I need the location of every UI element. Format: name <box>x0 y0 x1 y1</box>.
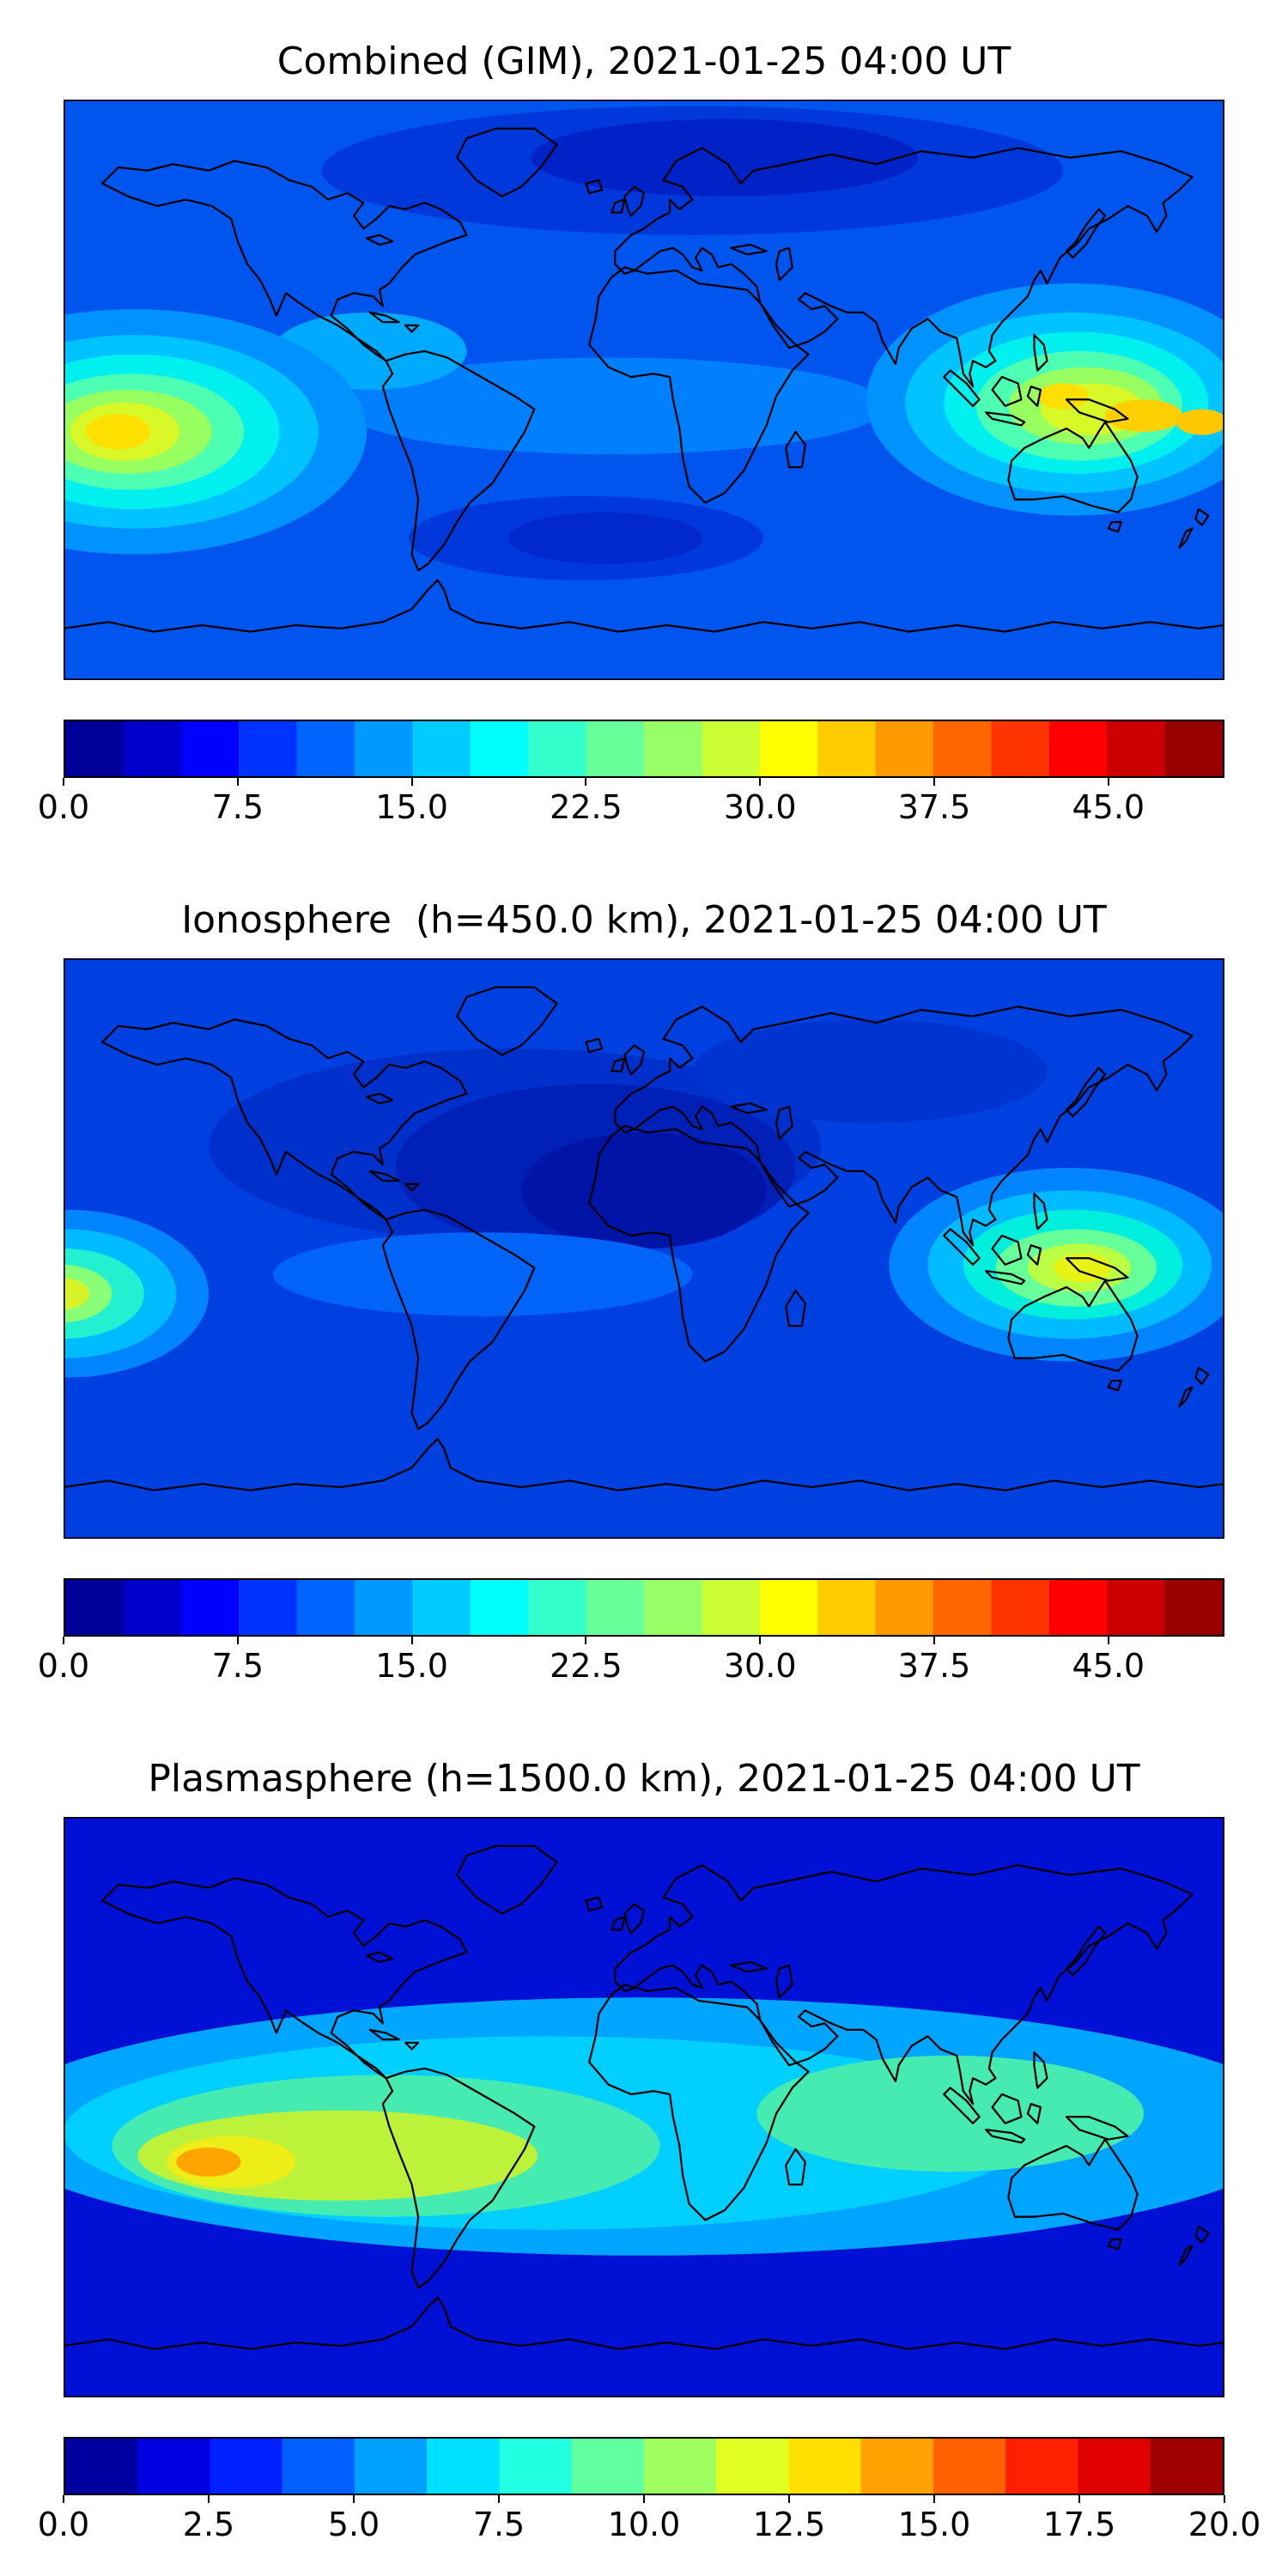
colorbar-tick-label: 12.5 <box>752 2505 826 2543</box>
colorbar-ticks: 0.0 7.5 15.0 22.5 30.0 37.5 45.0 <box>38 1636 1224 1692</box>
colorbar-tick-mark <box>353 2494 355 2503</box>
panel-title: Ionosphere (h=450.0 km), 2021-01-25 04:0… <box>181 898 1107 942</box>
colorbar-tick-label: 15.0 <box>375 1646 448 1685</box>
panel-plasmasphere: Plasmasphere (h=1500.0 km), 2021-01-25 0… <box>0 1717 1288 2576</box>
world-map-combined <box>64 99 1224 680</box>
contour-band-equatorial-band <box>273 1232 693 1316</box>
colorbar-tick-label: 37.5 <box>897 787 971 826</box>
colorbar-tick-label: 30.0 <box>723 787 797 826</box>
colorbar-tick-label: 22.5 <box>550 787 623 826</box>
colorbar-tick-mark <box>933 2494 935 2503</box>
contour-band-east-pacific-hotspot-core <box>86 414 151 450</box>
colorbar-tick-label: 0.0 <box>37 1646 90 1685</box>
panel-title: Combined (GIM), 2021-01-25 04:00 UT <box>276 39 1012 83</box>
colorbar-tick-mark <box>1107 777 1109 786</box>
colorbar-tick-mark <box>1078 2494 1080 2503</box>
colorbar-tick-mark <box>759 777 762 786</box>
contour-band-orange-core <box>176 2147 241 2177</box>
contour-band-west-pacific-hotspot-core-b <box>1105 399 1183 432</box>
contour-band-north-polar-depletion-core <box>531 118 919 197</box>
colorbar-tick-label: 37.5 <box>897 1646 971 1685</box>
colorbar-tick-mark <box>498 2494 500 2503</box>
colorbar-tick-mark <box>585 1636 587 1644</box>
colorbar-tick-mark <box>933 777 935 786</box>
contour-band-west-pacific-hotspot-core-c <box>1176 409 1224 435</box>
colorbar <box>64 719 1224 778</box>
colorbar-tick-label: 0.0 <box>37 2505 90 2543</box>
contour-band-dateline-hotspot-core <box>64 1277 90 1310</box>
colorbar-tick-mark <box>410 777 413 786</box>
colorbar-wrap: 0.0 7.5 15.0 22.5 30.0 37.5 45.0 <box>38 719 1224 833</box>
colorbar-tick-mark <box>788 2494 790 2503</box>
colorbar-tick-label: 15.0 <box>897 2505 971 2543</box>
colorbar-tick-mark <box>236 777 239 786</box>
colorbar-tick-mark <box>1107 1636 1109 1644</box>
colorbar-wrap: 0.0 2.5 5.0 7.5 10.0 12.5 15.0 17.5 20.0 <box>38 2436 1261 2550</box>
colorbar-tick-label: 5.0 <box>327 2505 380 2543</box>
colorbar-tick-mark <box>585 777 587 786</box>
contour-bands <box>64 1997 1224 2256</box>
colorbar-tick-mark <box>410 1636 413 1644</box>
colorbar-wrap: 0.0 7.5 15.0 22.5 30.0 37.5 45.0 <box>38 1577 1224 1692</box>
contour-band-green-region-asia <box>756 2055 1145 2172</box>
colorbar <box>64 1577 1224 1637</box>
contour-bands <box>64 106 1224 580</box>
colorbar-tick-label: 10.0 <box>607 2505 681 2543</box>
colorbar-tick-mark <box>643 2494 645 2503</box>
colorbar-tick-label: 15.0 <box>375 787 448 826</box>
world-map-ionosphere <box>64 957 1224 1539</box>
tec-contour-map <box>64 1816 1224 2397</box>
contour-bands <box>64 1019 1224 1378</box>
tec-contour-map <box>64 957 1224 1539</box>
tec-contour-map <box>64 99 1224 680</box>
world-map-plasmasphere <box>64 1816 1224 2397</box>
colorbar-tick-mark <box>208 2494 210 2503</box>
colorbar-tick-mark <box>759 1636 762 1644</box>
contour-band-south-atlantic-depletion-core <box>508 512 702 564</box>
contour-band-west-pacific-hotspot-core-a <box>1037 383 1090 410</box>
panel-title: Plasmasphere (h=1500.0 km), 2021-01-25 0… <box>148 1757 1140 1801</box>
colorbar <box>64 2436 1224 2495</box>
colorbar-tick-mark <box>933 1636 935 1644</box>
colorbar-tick-label: 45.0 <box>1072 787 1145 826</box>
colorbar-tick-label: 30.0 <box>723 1646 797 1685</box>
colorbar-tick-label: 7.5 <box>211 1646 264 1685</box>
colorbar-tick-label: 17.5 <box>1042 2505 1116 2543</box>
colorbar-tick-label: 20.0 <box>1188 2505 1261 2543</box>
contour-band-equatorial-band <box>337 357 886 455</box>
colorbar-tick-label: 2.5 <box>182 2505 235 2543</box>
colorbar-tick-label: 7.5 <box>472 2505 526 2543</box>
colorbar-tick-label: 22.5 <box>550 1646 623 1685</box>
colorbar-ticks: 0.0 2.5 5.0 7.5 10.0 12.5 15.0 17.5 20.0 <box>38 2494 1261 2550</box>
colorbar-ticks: 0.0 7.5 15.0 22.5 30.0 37.5 45.0 <box>38 777 1224 833</box>
colorbar-tick-label: 45.0 <box>1072 1646 1145 1685</box>
colorbar-tick-label: 7.5 <box>211 787 264 826</box>
colorbar-tick-mark <box>63 1636 64 1644</box>
colorbar-tick-mark <box>63 2494 64 2503</box>
colorbar-tick-label: 0.0 <box>37 787 90 826</box>
colorbar-tick-mark <box>63 777 64 786</box>
panel-ionosphere: Ionosphere (h=450.0 km), 2021-01-25 04:0… <box>0 859 1288 1717</box>
contour-band-africa-depletion-core <box>521 1132 767 1249</box>
contour-band-north-asia-depletion <box>692 1019 1048 1123</box>
panel-combined-gim: Combined (GIM), 2021-01-25 04:00 UT 0.0 7… <box>0 0 1288 859</box>
colorbar-tick-mark <box>1224 2494 1225 2503</box>
colorbar-tick-mark <box>236 1636 239 1644</box>
